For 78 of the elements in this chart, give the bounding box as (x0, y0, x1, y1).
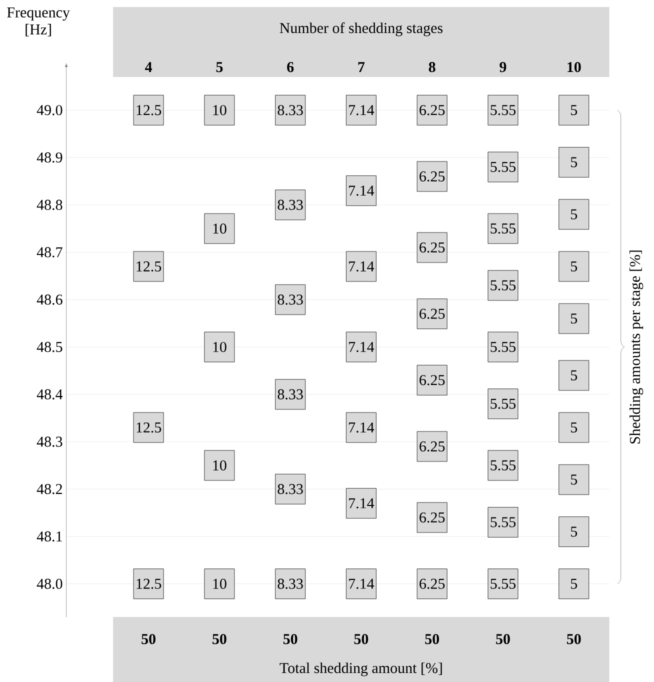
annotation: 5 (570, 526, 577, 537)
text: 50 (566, 634, 581, 644)
y-tick-label: 48.5 (36, 342, 62, 352)
annotation: 5.55 (490, 342, 516, 352)
annotation: 5.55 (490, 398, 516, 409)
annotation: 6.25 (419, 105, 444, 116)
annotation: 7.14 (348, 261, 374, 272)
text: Total shedding amount [%] (280, 662, 442, 676)
text: 50 (496, 634, 510, 644)
annotation: 5.55 (490, 105, 516, 116)
annotation: 6.25 (419, 578, 444, 589)
x-tick-label: 8 (428, 62, 436, 72)
x-tick-label: 9 (499, 62, 506, 72)
y-tick-label: 48.6 (36, 294, 62, 305)
text: 50 (283, 634, 298, 644)
annotation: 12.5 (136, 105, 161, 116)
y-tick-label: 48.1 (36, 531, 62, 542)
annotation: 8.33 (278, 484, 303, 494)
annotation: 10 (213, 224, 226, 234)
y-tick-label: 49.0 (36, 105, 62, 116)
annotation: 6.25 (419, 242, 444, 253)
text: 50 (141, 634, 156, 644)
annotation: 5.55 (490, 517, 516, 528)
annotation: 8.33 (278, 578, 303, 589)
annotation: 6.25 (419, 441, 444, 452)
text: 50 (212, 634, 226, 644)
y-tick-label: 48.0 (36, 578, 62, 589)
annotation: 7.14 (348, 186, 374, 196)
annotation: 5 (570, 261, 577, 272)
annotation: 7.14 (348, 105, 374, 116)
y-tick-label: 48.2 (36, 484, 62, 494)
annotation: 12.5 (136, 422, 161, 433)
x-tick-label: 4 (144, 62, 152, 72)
annotation: 6.25 (419, 171, 444, 182)
annotation: 6.25 (419, 512, 444, 523)
annotation: 5 (570, 370, 577, 380)
y-tick-label: 48.3 (36, 436, 62, 447)
annotation: 5.55 (490, 280, 516, 290)
annotation: 8.33 (278, 389, 303, 400)
annotation: 6.25 (419, 308, 444, 319)
annotation: 5 (570, 105, 577, 116)
annotation: 8.33 (278, 294, 303, 305)
annotation: 5.55 (490, 224, 516, 234)
annotation: 5.55 (490, 162, 516, 172)
annotation: 5 (570, 314, 577, 324)
annotation: 10 (213, 342, 226, 352)
x-tick-label: 5 (216, 62, 222, 72)
annotation: 10 (213, 105, 226, 116)
annotation: 10 (213, 460, 226, 470)
annotation: 6.25 (419, 375, 444, 386)
x-tick-label: 6 (286, 62, 294, 72)
x-axis-title: Number of shedding stages (280, 22, 442, 36)
y-tick-label: 48.4 (36, 389, 62, 400)
x-tick-label: 7 (358, 62, 364, 72)
y-axis-title: Frequency [Hz] (6, 8, 70, 36)
annotation: 5 (570, 422, 577, 432)
annotation: 5 (570, 578, 577, 589)
text: 50 (425, 634, 439, 644)
annotation: 5 (570, 157, 577, 168)
text: 50 (354, 634, 368, 644)
y2-axis-title: Shedding amounts per stage [%] (629, 250, 643, 444)
annotation: 5.55 (490, 578, 516, 589)
annotation: 7.14 (348, 342, 374, 352)
annotation: 8.33 (278, 105, 303, 116)
y-tick-label: 48.9 (36, 152, 62, 163)
annotation: 5 (570, 209, 577, 220)
annotation: 5 (570, 474, 577, 485)
annotation: 8.33 (278, 200, 303, 210)
y-tick-label: 48.8 (36, 200, 62, 210)
x-tick-label: 10 (567, 62, 581, 72)
annotation: 7.14 (348, 578, 374, 589)
annotation: 7.14 (348, 422, 374, 433)
annotation: 12.5 (136, 578, 161, 589)
annotation: 7.14 (348, 498, 374, 508)
annotation: 12.5 (136, 261, 161, 272)
annotation: 5.55 (490, 460, 516, 470)
annotation: 10 (213, 578, 226, 589)
y-tick-label: 48.7 (36, 247, 62, 258)
